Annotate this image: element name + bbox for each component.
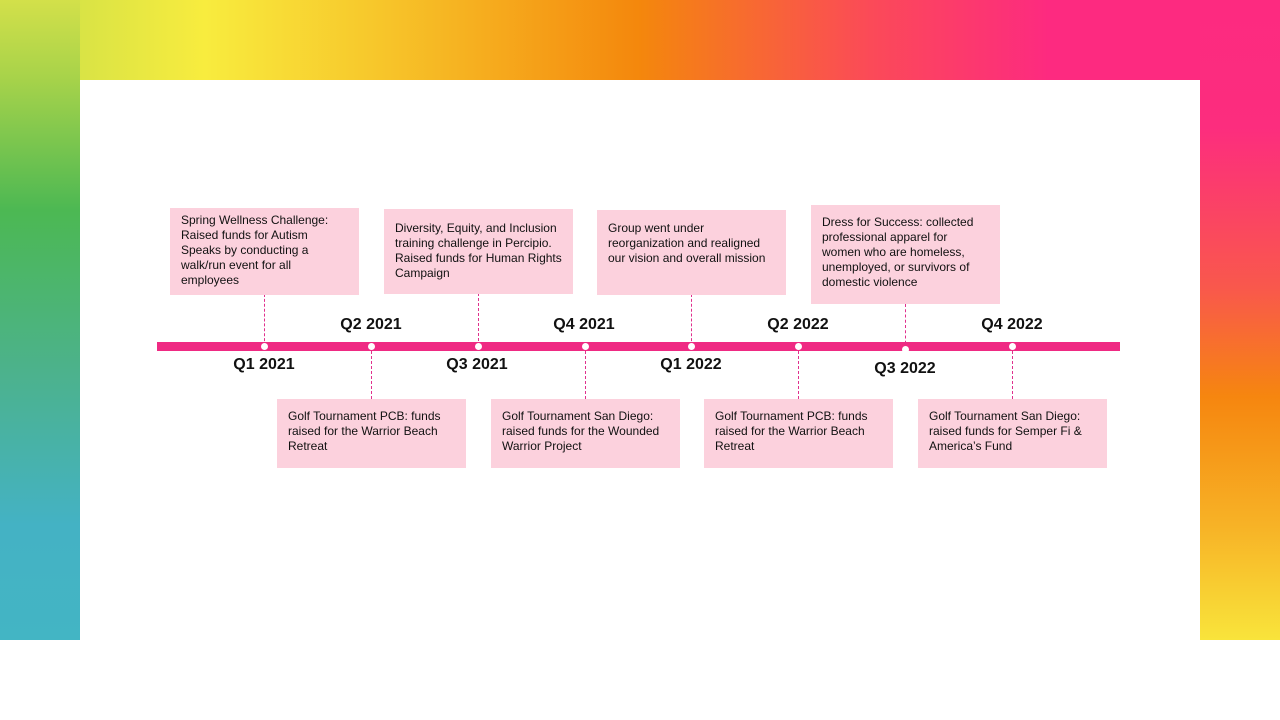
quarter-label-q4-2022: Q4 2022 [981,316,1043,333]
timeline-node-q3-2021 [474,342,482,350]
connector-q2-2021 [371,346,372,399]
connector-q2-2022 [798,346,799,399]
event-card-q4-2021: Golf Tournament San Diego: raised funds … [491,399,680,468]
quarter-label-q2-2021: Q2 2021 [340,316,402,333]
event-card-q4-2022: Golf Tournament San Diego: raised funds … [918,399,1107,468]
event-card-q3-2021: Diversity, Equity, and Inclusion trainin… [384,209,573,294]
quarter-label-q3-2021: Q3 2021 [446,356,508,373]
quarter-label-q2-2022: Q2 2022 [767,316,829,333]
timeline-node-q3-2022 [901,345,909,353]
event-card-q2-2021: Golf Tournament PCB: funds raised for th… [277,399,466,468]
quarter-label-q1-2021: Q1 2021 [233,356,295,373]
quarter-label-q1-2022: Q1 2022 [660,356,722,373]
gradient-frame-left [0,0,80,640]
connector-q1-2022 [691,294,692,346]
slide-content-area [80,80,1200,640]
timeline-node-q4-2021 [581,342,589,350]
connector-q3-2021 [478,293,479,346]
timeline-axis [157,342,1120,351]
timeline-node-q1-2022 [687,342,695,350]
event-card-q1-2022: Group went under reorganization and real… [597,210,786,295]
gradient-frame-top [0,0,1280,80]
event-card-q3-2022: Dress for Success: collected professiona… [811,205,1000,304]
gradient-frame-right [1200,0,1280,640]
connector-q1-2021 [264,294,265,346]
timeline-node-q1-2021 [260,342,268,350]
connector-q3-2022 [905,304,906,349]
connector-q4-2021 [585,346,586,399]
connector-q4-2022 [1012,346,1013,399]
event-card-q1-2021: Spring Wellness Challenge: Raised funds … [170,208,359,295]
timeline-node-q2-2022 [794,342,802,350]
timeline-node-q4-2022 [1008,342,1016,350]
quarter-label-q3-2022: Q3 2022 [874,360,936,377]
event-card-q2-2022: Golf Tournament PCB: funds raised for th… [704,399,893,468]
timeline-node-q2-2021 [367,342,375,350]
quarter-label-q4-2021: Q4 2021 [553,316,615,333]
